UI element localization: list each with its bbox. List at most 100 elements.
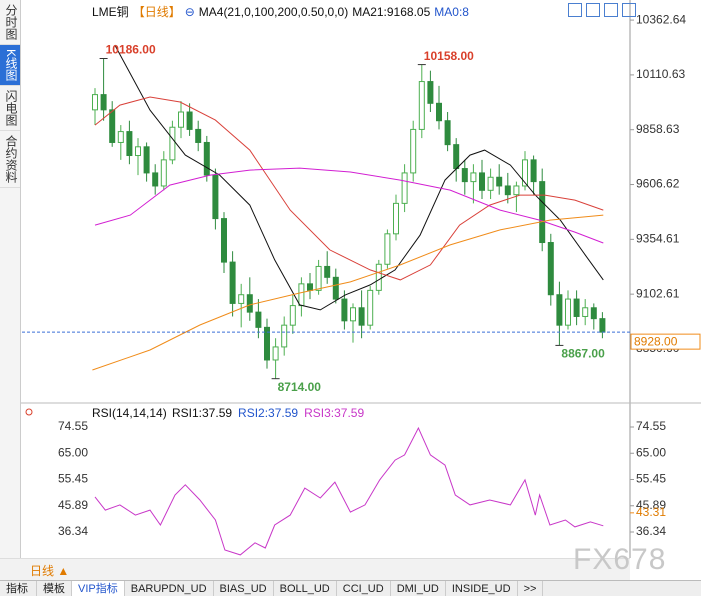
tab[interactable]: CCI_UD xyxy=(337,581,391,596)
candle-body xyxy=(470,172,477,183)
tab[interactable]: BOLL_UD xyxy=(274,581,337,596)
candle-body xyxy=(582,307,589,317)
y-tick-label: 45.89 xyxy=(636,498,666,512)
candle-body xyxy=(496,176,503,187)
candle-body xyxy=(324,265,331,278)
candle-body xyxy=(573,298,580,317)
tab[interactable]: VIP指标 xyxy=(72,581,125,596)
period[interactable]: 【日线】 xyxy=(132,5,181,19)
candle-body xyxy=(590,307,597,320)
legend: LME铜 【日线】 ⊖ MA4(21,0,100,200,0.50,0,0) MA21:… xyxy=(92,5,469,19)
tab[interactable]: >> xyxy=(518,581,544,596)
rsi-icon xyxy=(25,408,33,416)
candle-body xyxy=(152,172,159,187)
candle-body xyxy=(289,305,296,326)
candle-body xyxy=(350,307,356,322)
candle-body xyxy=(487,176,494,191)
candle-body xyxy=(272,346,279,361)
rsi-line xyxy=(94,426,604,556)
candle-body xyxy=(599,318,606,333)
candle-body xyxy=(246,294,253,313)
tool-icon[interactable] xyxy=(586,3,600,17)
tab[interactable]: 指标 xyxy=(0,581,37,596)
candle-body xyxy=(393,202,399,235)
candle-body xyxy=(126,131,133,157)
candle-body xyxy=(307,283,313,291)
y-tick-label: 55.45 xyxy=(636,472,666,486)
ma-line xyxy=(94,96,604,281)
y-tick-label: 10362.64 xyxy=(636,12,686,26)
candle-body xyxy=(264,326,270,361)
tab[interactable]: 模板 xyxy=(37,581,72,596)
y-tick-label: 9354.61 xyxy=(636,232,680,246)
sidebar-tab[interactable]: 闪电图 xyxy=(0,86,20,132)
candle-body xyxy=(504,185,511,196)
candle-body xyxy=(418,81,425,130)
indicator-tabs: 指标 模板 VIP指标 BARUPDN_UD BIAS_UD BOLL_UD C… xyxy=(0,580,701,596)
y-tick-label: 9606.62 xyxy=(636,177,680,191)
candle-body xyxy=(444,120,451,146)
panel-title: RSI(14,14,14) xyxy=(92,406,167,420)
candle-body xyxy=(479,172,485,191)
candle-body xyxy=(401,172,408,204)
y-tick-label: 65.00 xyxy=(58,445,88,459)
tab[interactable]: INSIDE_UD xyxy=(446,581,518,596)
candle-body xyxy=(169,126,176,161)
annotation: 8714.00 xyxy=(278,380,322,394)
readout: RSI1:37.59 xyxy=(172,406,232,420)
candle-body xyxy=(238,294,245,304)
indicator[interactable]: MA4(21,0,100,200,0.50,0,0) xyxy=(198,5,349,19)
candle-body xyxy=(186,111,193,130)
tool-icon[interactable] xyxy=(568,3,582,17)
candle-body xyxy=(539,181,546,244)
candle-body xyxy=(530,159,537,183)
candle-body xyxy=(367,289,374,326)
candle-body xyxy=(221,218,227,263)
candle-body xyxy=(453,144,460,170)
tab[interactable]: BARUPDN_UD xyxy=(125,581,214,596)
candle-body xyxy=(332,276,339,300)
y-tick-label: 9102.61 xyxy=(636,286,680,300)
annotation: 10158.00 xyxy=(424,49,474,63)
y-tick-label: 36.34 xyxy=(636,524,666,538)
candle-body xyxy=(143,146,150,174)
period-button[interactable]: 日线 ▲ xyxy=(30,564,70,578)
candle-body xyxy=(109,109,116,143)
ma-line xyxy=(94,167,604,244)
tool-icon[interactable] xyxy=(604,3,618,17)
sidebar-tab[interactable]: K线图 xyxy=(0,45,20,87)
candle-body xyxy=(203,141,210,176)
candle-body xyxy=(427,81,434,104)
candle-body xyxy=(547,242,554,296)
candle-body xyxy=(255,311,262,328)
candle-body xyxy=(92,94,98,111)
y-tick-label: 74.55 xyxy=(636,419,666,433)
tab[interactable]: BIAS_UD xyxy=(214,581,274,596)
y-tick-label: 65.00 xyxy=(636,445,666,459)
sidebar-tab[interactable]: 合约资料 xyxy=(0,131,20,189)
candle-body xyxy=(281,324,288,348)
tool-icon[interactable] xyxy=(622,3,636,17)
last-value-label: 43.31 xyxy=(636,505,666,519)
y-tick-label: 45.89 xyxy=(58,498,88,512)
sidebar-tab[interactable]: 分时图 xyxy=(0,0,20,45)
indicator-value: MA0:8 xyxy=(434,5,469,19)
candle-body xyxy=(358,307,365,326)
indicator-value: MA21:9168.05 xyxy=(352,5,431,19)
readout: RSI2:37.59 xyxy=(238,406,298,420)
candle-body xyxy=(135,146,141,157)
y-tick-label: 10110.63 xyxy=(636,67,685,81)
candle-body xyxy=(178,111,184,128)
candle-body xyxy=(436,102,442,122)
ma-line xyxy=(114,44,604,311)
ma-line xyxy=(92,214,604,371)
candle-body xyxy=(522,159,528,187)
tab[interactable]: DMI_UD xyxy=(391,581,446,596)
watermark: FX678 xyxy=(573,543,667,576)
annotation: 10186.00 xyxy=(106,43,156,57)
sidebar: 分时图 K线图 闪电图 合约资料 xyxy=(0,0,21,560)
candle-body xyxy=(117,131,124,143)
y-tick-label: 74.55 xyxy=(58,419,88,433)
y-tick-label: 9858.63 xyxy=(636,122,680,136)
